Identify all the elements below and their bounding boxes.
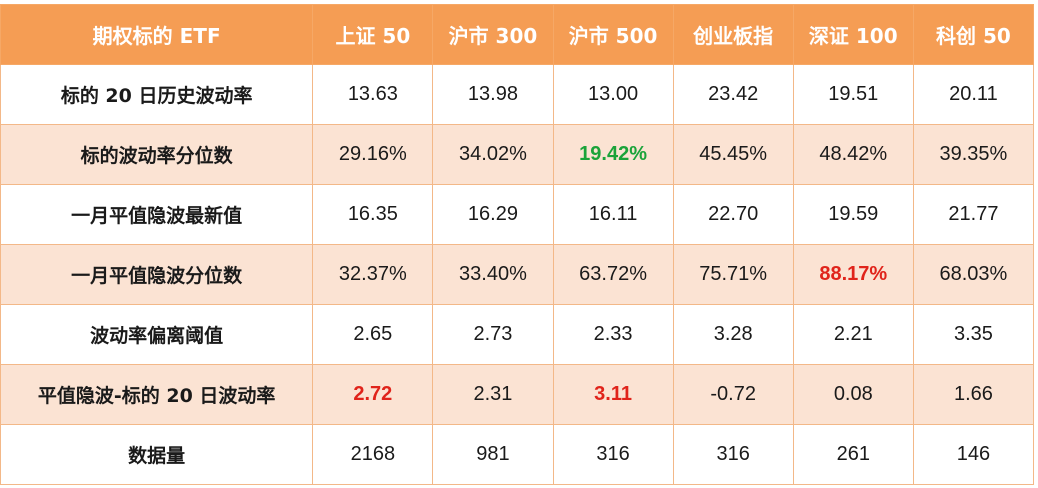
header-cell-underlying-etf: 期权标的 ETF <box>0 4 314 65</box>
table-cell: 19.59 <box>792 184 914 245</box>
table-cell: 20.11 <box>912 64 1035 125</box>
row-label: 一月平值隐波最新值 <box>0 184 314 245</box>
table-cell: 316 <box>672 424 794 485</box>
table-cell: 2.72 <box>312 364 434 425</box>
row-label: 数据量 <box>0 424 314 485</box>
row-label: 波动率偏离阈值 <box>0 304 314 365</box>
table-row: 数据量 2168 981 316 316 261 146 <box>0 424 1035 485</box>
header-cell-chinext: 创业板指 <box>672 4 794 65</box>
table-row: 标的 20 日历史波动率 13.63 13.98 13.00 23.42 19.51 20.… <box>0 64 1035 125</box>
table-cell: 33.40% <box>432 244 554 305</box>
table-cell: 19.42% <box>552 124 674 185</box>
table-cell: -0.72 <box>672 364 794 425</box>
etf-volatility-table-container: 期权标的 ETF 上证 50 沪市 300 沪市 500 创业板指 深证 100… <box>0 4 1036 485</box>
table-cell: 2.21 <box>792 304 914 365</box>
table-cell: 45.45% <box>672 124 794 185</box>
table-cell: 34.02% <box>432 124 554 185</box>
table-cell: 981 <box>432 424 554 485</box>
header-cell-szse-100: 深证 100 <box>792 4 914 65</box>
table-cell: 13.63 <box>312 64 434 125</box>
table-header-row: 期权标的 ETF 上证 50 沪市 300 沪市 500 创业板指 深证 100… <box>0 4 1035 65</box>
table-cell: 68.03% <box>912 244 1035 305</box>
header-cell-star-50: 科创 50 <box>912 4 1035 65</box>
table-cell: 146 <box>912 424 1035 485</box>
table-row: 平值隐波-标的 20 日波动率 2.72 2.31 3.11 -0.72 0.08 1.66 <box>0 364 1035 425</box>
table-cell: 29.16% <box>312 124 434 185</box>
table-cell: 16.11 <box>552 184 674 245</box>
table-cell: 3.35 <box>912 304 1035 365</box>
table-cell: 2.31 <box>432 364 554 425</box>
row-label: 一月平值隐波分位数 <box>0 244 314 305</box>
table-cell: 2168 <box>312 424 434 485</box>
table-cell: 22.70 <box>672 184 794 245</box>
table-cell: 16.35 <box>312 184 434 245</box>
table-cell: 261 <box>792 424 914 485</box>
table-cell: 3.11 <box>552 364 674 425</box>
table-cell: 19.51 <box>792 64 914 125</box>
table-cell: 316 <box>552 424 674 485</box>
row-label: 标的 20 日历史波动率 <box>0 64 314 125</box>
table-cell: 63.72% <box>552 244 674 305</box>
etf-volatility-table: 期权标的 ETF 上证 50 沪市 300 沪市 500 创业板指 深证 100… <box>0 4 1035 485</box>
table-cell: 75.71% <box>672 244 794 305</box>
table-cell: 32.37% <box>312 244 434 305</box>
table-cell: 2.65 <box>312 304 434 365</box>
table-cell: 1.66 <box>912 364 1035 425</box>
table-row: 波动率偏离阈值 2.65 2.73 2.33 3.28 2.21 3.35 <box>0 304 1035 365</box>
table-cell: 2.73 <box>432 304 554 365</box>
table-row: 一月平值隐波最新值 16.35 16.29 16.11 22.70 19.59 21.77 <box>0 184 1035 245</box>
row-label: 平值隐波-标的 20 日波动率 <box>0 364 314 425</box>
header-cell-sse-50: 上证 50 <box>312 4 434 65</box>
table-cell: 23.42 <box>672 64 794 125</box>
table-cell: 13.98 <box>432 64 554 125</box>
table-row: 标的波动率分位数 29.16% 34.02% 19.42% 45.45% 48.42% 39… <box>0 124 1035 185</box>
table-cell: 21.77 <box>912 184 1035 245</box>
table-body: 标的 20 日历史波动率 13.63 13.98 13.00 23.42 19.51 20.… <box>0 64 1035 485</box>
table-cell: 16.29 <box>432 184 554 245</box>
table-cell: 39.35% <box>912 124 1035 185</box>
table-cell: 13.00 <box>552 64 674 125</box>
row-label: 标的波动率分位数 <box>0 124 314 185</box>
table-cell: 48.42% <box>792 124 914 185</box>
header-cell-sh-300: 沪市 300 <box>432 4 554 65</box>
table-cell: 3.28 <box>672 304 794 365</box>
header-cell-sh-500: 沪市 500 <box>552 4 674 65</box>
table-cell: 0.08 <box>792 364 914 425</box>
table-cell: 2.33 <box>552 304 674 365</box>
table-row: 一月平值隐波分位数 32.37% 33.40% 63.72% 75.71% 88.17% 6… <box>0 244 1035 305</box>
table-cell: 88.17% <box>792 244 914 305</box>
